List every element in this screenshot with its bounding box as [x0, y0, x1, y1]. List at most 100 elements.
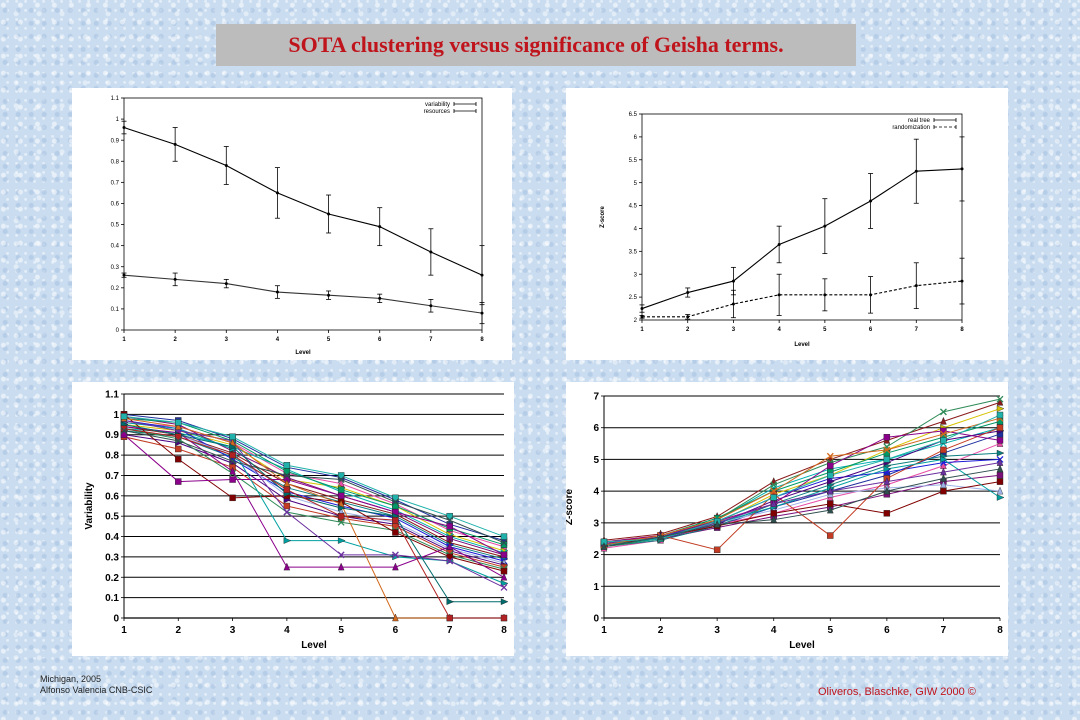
data-point-marker	[883, 510, 891, 517]
x-tick-label: 3	[732, 327, 736, 333]
data-point-marker	[337, 472, 345, 479]
x-tick-label: 6	[884, 625, 890, 636]
series-line	[123, 430, 505, 544]
data-point-marker	[337, 504, 346, 512]
chart-variability-resources: 0 0.1 0.2 0.3 0.4 0.5 0.6 0.7 0.8 0.9 1 1.1 1 2 3 4 5 6 7 8…	[72, 88, 512, 360]
series-line	[123, 274, 483, 314]
series-line	[123, 127, 483, 276]
y-tick-label: 0.3	[105, 552, 119, 563]
x-tick-label: 7	[915, 327, 919, 333]
data-point-marker	[996, 449, 1005, 457]
x-tick-label: 8	[960, 327, 964, 333]
data-point-marker	[940, 480, 947, 489]
chart-zscore-real-vs-random: 2 2.5 3 3.5 4 4.5 5 5.5 6 6.5 1 2 3 4 5 6 7 8 Level Z-score…	[566, 88, 1008, 360]
y-tick-label: 0.7	[105, 471, 119, 482]
data-point-marker	[337, 476, 345, 483]
data-point-marker	[392, 494, 399, 502]
y-tick-label: 0.9	[111, 138, 120, 144]
data-point-marker	[500, 583, 508, 591]
legend-label: variability	[425, 102, 450, 108]
x-tick-label: 7	[941, 625, 947, 636]
x-tick-label: 4	[777, 327, 781, 333]
data-point-marker	[229, 457, 237, 465]
y-tick-label: 0.6	[105, 491, 119, 502]
y-tick-label: 6	[593, 423, 599, 434]
data-point-marker	[392, 517, 399, 524]
series-line	[123, 424, 505, 552]
series-line	[123, 417, 505, 546]
chart-variability-per-cluster: 0 0.1 0.2 0.3 0.4 0.5 0.6 0.7 0.8 0.9 1 1.1 1 2 3 4 5 6 7 8…	[72, 382, 514, 656]
data-point-marker	[446, 542, 454, 550]
data-point-marker	[283, 537, 292, 544]
data-point-marker	[120, 425, 128, 432]
y-tick-label: 1.1	[105, 390, 119, 401]
data-point-marker	[883, 456, 891, 463]
y-tick-label: 0.4	[111, 244, 120, 250]
data-point-marker	[826, 452, 834, 460]
data-point	[122, 126, 126, 130]
data-point	[224, 163, 228, 167]
y-tick-label: 3	[593, 518, 599, 529]
data-point-marker	[940, 416, 947, 425]
x-tick-label: 7	[429, 337, 433, 343]
data-point-marker	[500, 541, 508, 548]
footer-line-2: Alfonso Valencia CNB-CSIC	[40, 685, 153, 695]
data-point-marker	[283, 471, 291, 479]
data-point-marker	[391, 551, 399, 559]
footer-line-1: Michigan, 2005	[40, 674, 102, 684]
y-tick-label: 3	[634, 272, 638, 278]
x-tick-label: 1	[121, 625, 127, 636]
data-point-marker	[940, 437, 947, 444]
x-tick-label: 3	[230, 625, 236, 636]
series-line	[123, 428, 504, 619]
x-tick-label: 7	[447, 625, 453, 636]
data-point-marker	[337, 486, 345, 493]
data-point-marker	[446, 516, 454, 524]
data-point-marker	[391, 498, 399, 506]
data-point-marker	[883, 486, 891, 495]
data-point	[429, 250, 433, 254]
data-point-marker	[500, 572, 508, 581]
y-tick-label: 2	[593, 550, 599, 561]
data-point	[869, 293, 873, 297]
data-point-marker	[283, 508, 291, 516]
x-tick-label: 6	[378, 337, 382, 343]
x-tick-label: 6	[869, 327, 873, 333]
legend-label: resources	[424, 109, 450, 115]
y-tick-label: 0.6	[111, 202, 120, 208]
data-point	[731, 279, 735, 283]
x-tick-label: 5	[338, 625, 344, 636]
data-point	[429, 304, 433, 308]
data-point-marker	[392, 613, 399, 622]
data-point-marker	[446, 512, 453, 520]
x-tick-label: 8	[501, 625, 507, 636]
data-point	[823, 224, 827, 228]
data-point-marker	[770, 515, 778, 523]
y-tick-label: 1	[593, 582, 599, 593]
x-tick-label: 3	[225, 337, 229, 343]
data-point	[914, 169, 918, 173]
x-tick-label: 2	[658, 625, 664, 636]
series-line	[641, 168, 963, 310]
series-line	[123, 434, 505, 566]
plot-frame	[641, 113, 963, 321]
data-point-marker	[883, 465, 892, 473]
data-point	[327, 212, 331, 216]
data-point-marker	[337, 518, 345, 526]
legend-label: real tree	[908, 118, 931, 124]
data-point-marker	[337, 512, 345, 520]
data-point-marker	[283, 562, 291, 571]
data-point-marker	[175, 455, 182, 463]
data-point-marker	[770, 481, 778, 489]
y-tick-label: 0	[593, 614, 599, 625]
x-tick-label: 4	[276, 337, 280, 343]
series-line	[123, 413, 505, 542]
data-point	[327, 293, 331, 297]
data-point-marker	[229, 433, 236, 440]
data-point-marker	[713, 546, 721, 554]
y-tick-label: 7	[593, 392, 599, 403]
data-point-marker	[996, 405, 1005, 412]
series-line	[123, 417, 504, 619]
series-line	[603, 427, 1001, 544]
